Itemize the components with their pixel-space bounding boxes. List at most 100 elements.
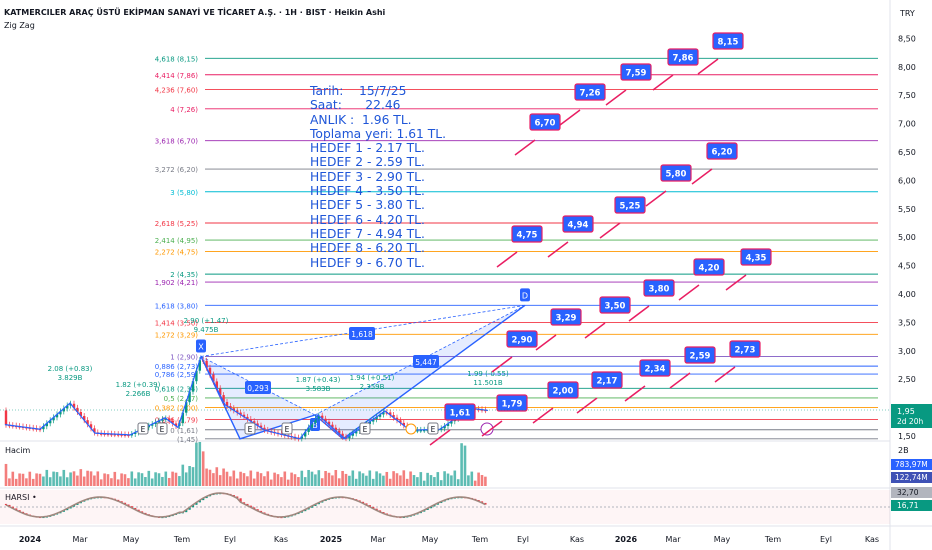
candle-body bbox=[72, 403, 76, 408]
candle-body bbox=[263, 427, 266, 430]
callout-pointer bbox=[532, 407, 554, 424]
candle-body bbox=[59, 411, 62, 415]
volume-bar bbox=[127, 478, 130, 486]
volume-bar bbox=[371, 478, 375, 486]
target-callout-box bbox=[547, 381, 579, 399]
note-line: HEDEF 6 - 4.20 TL. bbox=[310, 212, 425, 227]
candle-body bbox=[402, 422, 405, 426]
candle-body bbox=[324, 418, 327, 422]
candle-body bbox=[249, 419, 252, 422]
earnings-marker-label: E bbox=[363, 425, 368, 434]
candle-body bbox=[198, 360, 201, 371]
candle-body bbox=[395, 417, 399, 421]
volume-bar bbox=[480, 475, 484, 486]
volume-bar bbox=[361, 473, 365, 486]
candle-body bbox=[348, 435, 351, 439]
y-tick-label: 7,50 bbox=[898, 91, 916, 100]
target-callout-label: 5,25 bbox=[620, 202, 641, 212]
indicator-name: Zig Zag bbox=[4, 21, 35, 30]
volume-bar bbox=[110, 478, 113, 486]
volume-bar bbox=[171, 471, 174, 486]
candle-body bbox=[86, 420, 89, 425]
candle-body bbox=[164, 418, 167, 420]
zigzag-volume-label: 11.501B bbox=[473, 379, 502, 387]
callout-pointer bbox=[624, 385, 646, 402]
volume-bar bbox=[59, 476, 62, 486]
candle-body bbox=[389, 412, 392, 416]
volume-bar bbox=[249, 470, 253, 486]
volume-bar bbox=[167, 477, 171, 486]
target-callout-box bbox=[660, 164, 692, 182]
note-line: HEDEF 7 - 4.94 TL. bbox=[310, 226, 425, 241]
volume-bar bbox=[429, 475, 433, 486]
candle-body bbox=[219, 388, 222, 396]
volume-bar bbox=[402, 470, 406, 486]
candle-body bbox=[174, 423, 178, 426]
harsi-candle bbox=[185, 509, 188, 513]
harsi-candle bbox=[195, 502, 198, 505]
volume-bar bbox=[225, 471, 229, 486]
x-tick-label: 2024 bbox=[19, 535, 42, 544]
target-callout-box bbox=[639, 359, 671, 377]
earnings-marker bbox=[244, 422, 256, 435]
target-callout-box bbox=[599, 296, 631, 314]
fib-level-label: 4 (7,26) bbox=[170, 106, 198, 114]
x-tick-label: Mar bbox=[370, 535, 386, 544]
volume-bar bbox=[48, 477, 52, 486]
x-tick-label: Mar bbox=[665, 535, 681, 544]
target-callout-label: 3,29 bbox=[556, 314, 577, 324]
target-callout-label: 4,94 bbox=[568, 221, 589, 231]
callout-pointer bbox=[714, 366, 736, 383]
fib-level-label: 2,414 (4,95) bbox=[155, 237, 199, 245]
volume-bar bbox=[337, 478, 341, 486]
candle-body bbox=[334, 427, 337, 431]
candle-body bbox=[42, 426, 45, 430]
volume-bar bbox=[433, 477, 436, 486]
volume-bar bbox=[412, 475, 416, 486]
fib-level-label: 0,382 (2,00) bbox=[155, 405, 199, 413]
candle-body bbox=[191, 381, 195, 392]
candle-body bbox=[222, 395, 225, 402]
target-callout-label: 4,35 bbox=[746, 254, 767, 264]
pattern-point-box bbox=[310, 417, 320, 431]
harsi-candle bbox=[191, 504, 195, 508]
volume-bar bbox=[388, 478, 392, 486]
earnings-marker bbox=[137, 422, 149, 435]
callout-pointer bbox=[605, 89, 627, 106]
target-callout-label: 5,80 bbox=[666, 170, 687, 180]
harsi-candle bbox=[4, 503, 8, 506]
volume-bar bbox=[310, 471, 314, 486]
volume-bar bbox=[416, 477, 419, 486]
candle-body bbox=[327, 421, 331, 425]
fib-level-label: 3,618 (6,70) bbox=[155, 138, 199, 146]
volume-bar bbox=[14, 478, 18, 486]
volume-bar bbox=[456, 479, 460, 486]
x-tick-label: Tem bbox=[764, 535, 781, 544]
volume-bar bbox=[297, 477, 300, 486]
x-tick-label: Eyl bbox=[517, 535, 529, 544]
volume-bar bbox=[198, 442, 202, 486]
volume-bar bbox=[201, 451, 205, 486]
callout-pointer bbox=[496, 251, 518, 268]
candle-body bbox=[52, 417, 55, 421]
target-callout-box bbox=[511, 225, 543, 243]
candle-body bbox=[317, 415, 320, 419]
pattern-ratio-label: 0,293 bbox=[247, 384, 269, 393]
volume-bar bbox=[208, 469, 212, 486]
candle-body bbox=[300, 436, 303, 439]
volume-bar bbox=[4, 463, 8, 486]
harsi-badge-label: 16,71 bbox=[897, 501, 919, 510]
volume-bar bbox=[252, 478, 256, 486]
volume-bar bbox=[443, 471, 446, 486]
fib-level-label: (1,45) bbox=[177, 436, 198, 444]
volume-bar bbox=[460, 443, 463, 486]
x-tick-label: Mar bbox=[72, 535, 88, 544]
fib-level-label: 4,414 (7,86) bbox=[155, 72, 199, 80]
zigzag-price-label: 1.87 (+0.43) bbox=[296, 376, 341, 384]
target-callout-label: 7,86 bbox=[673, 54, 694, 64]
volume-bar bbox=[35, 473, 38, 486]
target-callout-label: 4,20 bbox=[699, 264, 720, 274]
fib-level-label: 1,902 (4,21) bbox=[155, 279, 199, 287]
callout-pointer bbox=[547, 241, 569, 258]
zigzag-price-label: 1.99 (-0.55) bbox=[467, 370, 509, 378]
